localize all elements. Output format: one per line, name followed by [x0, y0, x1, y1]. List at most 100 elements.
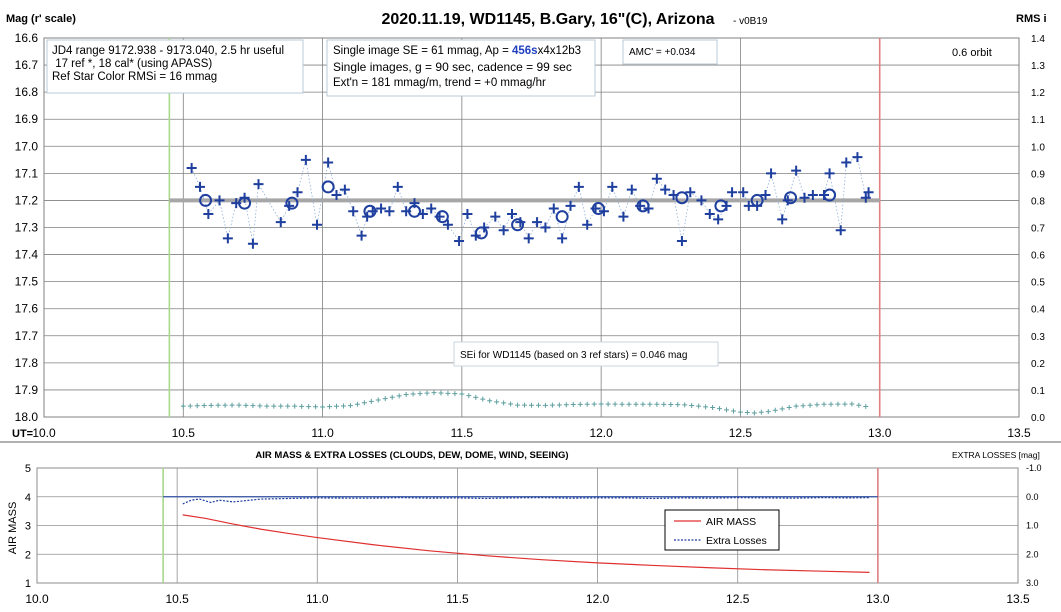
single-image-series	[186, 152, 874, 249]
bottom-x-tick-label: 12.5	[726, 592, 750, 606]
rms-point	[494, 399, 500, 405]
info-box-image-text-a: Single image SE = 61 mmag, Ap =	[333, 45, 512, 57]
single-image-point	[863, 187, 874, 198]
single-image-point	[392, 181, 403, 192]
single-image-point	[376, 203, 387, 214]
rms-point	[856, 402, 862, 408]
single-image-point	[660, 184, 671, 195]
bottom-y-tick-label: 1	[25, 578, 31, 590]
bottom-y-tick-label: 3	[25, 521, 31, 533]
rms-point	[306, 404, 312, 410]
rms-point	[744, 410, 750, 416]
rms-point	[647, 401, 653, 407]
rms-point	[730, 408, 736, 414]
rms-point	[368, 398, 374, 404]
rms-point	[710, 405, 716, 411]
rms-point	[522, 402, 528, 408]
single-image-point	[498, 225, 509, 236]
single-image-point	[860, 192, 871, 203]
single-image-point	[292, 187, 303, 198]
single-image-point	[782, 195, 793, 206]
rms-point	[842, 401, 848, 407]
single-image-point	[247, 238, 258, 249]
single-image-point	[548, 203, 559, 214]
binned-average-point	[408, 204, 421, 218]
bottom-x-tick-label: 11.5	[446, 592, 469, 606]
top-y-tick-labels: 16.6 16.7 16.8 16.9 17.0 17.1 17.2 17.3 17.4 17.5…	[15, 31, 39, 424]
rms-point	[605, 401, 611, 407]
single-image-point	[727, 187, 738, 198]
svg-text:Single image SE = 61 mmag, Ap: Single image SE = 61 mmag, Ap = 456sx4x1…	[333, 45, 581, 57]
info-box-range: JD4 range 9172.938 - 9173.040, 2.5 hr us…	[46, 39, 304, 94]
single-image-point	[738, 187, 749, 198]
top-y-axis-label: Mag (r' scale)	[6, 13, 76, 25]
rms-point	[473, 394, 479, 400]
rms-point	[445, 390, 451, 396]
orbit-label: 0.6 orbit	[952, 47, 992, 59]
rms-point	[340, 403, 346, 409]
single-image-point	[777, 214, 788, 225]
bottom-y-tick-label: 5	[25, 463, 31, 475]
rms-point	[598, 401, 604, 407]
top-y2-tick-label: 1.3	[1031, 61, 1045, 72]
top-y2-tick-label: 0.8	[1031, 196, 1045, 207]
rms-point	[403, 392, 409, 398]
top-y2-tick-label: 1.2	[1031, 88, 1045, 99]
rms-point	[250, 403, 256, 409]
single-image-point	[676, 236, 687, 247]
bottom-y-tick-label: 2	[25, 549, 31, 561]
bottom-vertical-markers	[162, 468, 879, 583]
rms-point	[487, 398, 493, 404]
rms-point	[717, 406, 723, 412]
top-y2-tick-label: 0.3	[1031, 332, 1045, 343]
top-y-tick-label: 16.6	[15, 31, 39, 45]
single-image-point	[203, 208, 214, 219]
single-image-point	[331, 190, 342, 201]
bottom-x-tick-label: 10.5	[165, 592, 189, 606]
info-box-amc: AMC' = +0.034	[622, 39, 718, 65]
top-y-tick-label: 16.7	[15, 58, 39, 72]
rms-point	[633, 401, 639, 407]
single-image-point	[284, 200, 295, 211]
top-y-tick-label: 17.2	[15, 193, 39, 207]
binned-average-point	[823, 188, 837, 202]
info-box-image-line-3: Ext'n = 181 mmag/m, trend = +0 mmag/hr	[333, 77, 546, 89]
rms-point	[222, 402, 228, 408]
sei-text: SEi for WD1145 (based on 3 ref stars) = …	[460, 350, 687, 361]
info-box-range-line-1: JD4 range 9172.938 - 9173.040, 2.5 hr us…	[52, 45, 284, 57]
rms-point	[299, 403, 305, 409]
top-y2-tick-label: 1.4	[1031, 34, 1045, 45]
bottom-y-axis-label: AIR MASS	[7, 502, 19, 555]
top-y-tick-label: 17.6	[15, 302, 39, 316]
rms-point	[515, 402, 521, 408]
rms-point	[821, 401, 827, 407]
rms-point	[668, 402, 674, 408]
binned-average-point	[435, 210, 449, 224]
single-image-point	[651, 173, 662, 184]
rms-point	[591, 401, 597, 407]
single-image-point	[532, 217, 543, 228]
rms-point	[654, 401, 660, 407]
bottom-y-tick-labels: 5 4 3 2 1	[25, 463, 31, 590]
rms-point	[814, 402, 820, 408]
rms-point	[410, 391, 416, 397]
single-image-point	[835, 225, 846, 236]
binned-average-point	[750, 193, 764, 207]
info-box-range-line-2: 17 ref *, 18 cal* (using APASS)	[52, 58, 212, 70]
single-image-point	[696, 195, 707, 206]
single-image-point	[743, 200, 754, 211]
top-y-tick-label: 17.3	[15, 221, 39, 235]
single-image-point	[426, 203, 437, 214]
single-image-point	[339, 184, 350, 195]
binned-average-point	[511, 218, 525, 232]
rms-point	[549, 402, 555, 408]
single-image-point	[841, 157, 852, 168]
single-image-point	[186, 162, 197, 173]
rms-point	[215, 402, 221, 408]
top-y2-tick-label: 0.1	[1031, 386, 1045, 397]
rms-point	[779, 406, 785, 412]
rms-point	[417, 391, 423, 397]
top-x-axis-label: UT=	[12, 428, 33, 440]
aperture-value: 456s	[512, 45, 538, 57]
rms-point	[361, 400, 367, 406]
